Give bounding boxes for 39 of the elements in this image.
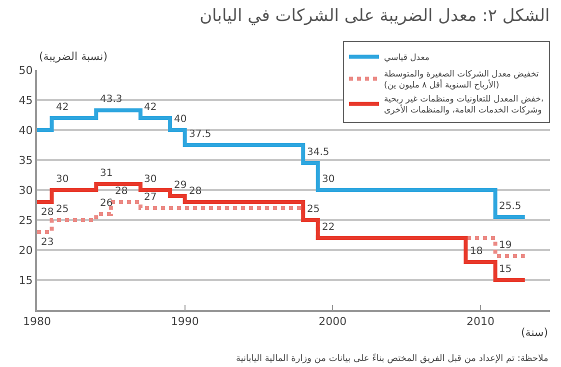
data-label: 31: [100, 168, 113, 179]
data-label: 26: [100, 198, 113, 209]
y-tick-label: 15: [18, 274, 33, 287]
x-axis-title: (سنة): [521, 326, 548, 339]
data-label: 23: [41, 237, 54, 248]
data-label: 27: [144, 192, 157, 203]
data-label: 34.5: [307, 147, 330, 158]
data-label: 30: [56, 174, 69, 185]
data-label: 28: [41, 207, 54, 218]
data-label: 40: [174, 114, 187, 125]
data-label: 42: [56, 102, 69, 113]
chart-title: الشكل ٢: معدل الضريبة على الشركات في اليابان: [200, 6, 550, 26]
x-tick-label: 1990: [170, 315, 199, 328]
data-label: 25: [307, 204, 320, 215]
x-tick-label: 2000: [318, 315, 347, 328]
y-tick-label: 25: [18, 214, 33, 227]
data-label: 22: [322, 222, 335, 233]
data-label: 42: [144, 102, 157, 113]
data-label: 19: [499, 240, 512, 251]
y-tick-label: 45: [18, 94, 33, 107]
x-tick-label: 1980: [23, 315, 51, 328]
y-tick-label: 40: [18, 124, 33, 137]
text: ملاحظة: تم الإعداد من قبل الفريق المختص بناءً على بيانات من وزارة المالية اليابانية: [236, 353, 548, 364]
y-tick-label: 35: [18, 154, 33, 167]
data-label: 29: [174, 180, 187, 191]
data-label: 25.5: [499, 201, 522, 212]
data-label: 37.5: [189, 129, 212, 140]
y-tick-label: 30: [18, 184, 33, 197]
legend-label: خفض المعدل للتعاونيات ومنظمات غير ربحية، وشركات الخدمات العامة، والمنظمات الأخرى: [384, 94, 544, 116]
x-tick-label: 2010: [466, 315, 495, 328]
data-label: 25: [56, 204, 69, 215]
data-label: 30: [322, 174, 335, 185]
y-axis-title: (نسبة الضريبة): [39, 50, 108, 63]
data-label: 15: [499, 264, 512, 275]
y-tick-label: 20: [18, 244, 33, 257]
legend-label: تخفيض معدل الشركات الصغيرة والمتوسطة (الأرباح السنوية أقل ٨ مليون ين): [384, 70, 540, 91]
y-tick-label: 50: [18, 64, 33, 77]
data-label: 30: [144, 174, 157, 185]
legend-label: معدل قياسي: [384, 53, 430, 64]
